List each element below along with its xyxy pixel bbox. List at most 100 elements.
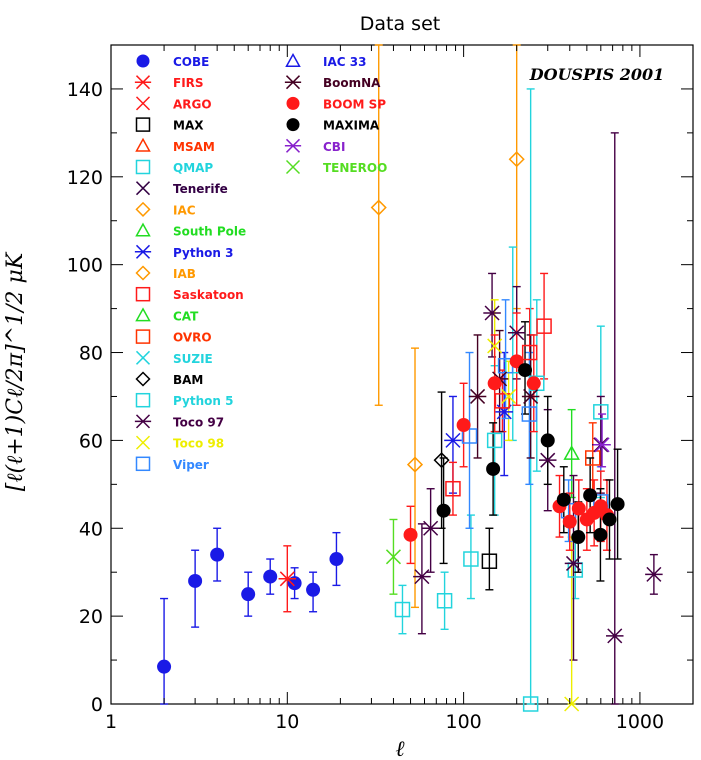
data-point (157, 659, 172, 674)
legend-label: MSAM (173, 140, 215, 154)
y-tick-label: 140 (67, 79, 103, 101)
plot-box (110, 44, 694, 705)
legend-label: COBE (173, 55, 209, 69)
data-point (610, 497, 625, 512)
legend-label: IAC (173, 203, 196, 217)
x-axis-label: ℓ (395, 737, 405, 760)
legend-marker (286, 118, 300, 132)
data-point (593, 437, 611, 453)
legend-marker (135, 265, 151, 281)
x-tick-label: 1000 (616, 711, 664, 733)
data-point (394, 601, 411, 618)
data-point (487, 338, 503, 354)
legend-label: IAC 33 (323, 55, 366, 69)
legend-marker (135, 286, 151, 302)
legend-marker (284, 138, 302, 153)
legend-marker (135, 350, 151, 365)
y-tick-label: 100 (67, 255, 103, 277)
legend-marker (135, 159, 151, 175)
y-tick-label: 80 (79, 343, 103, 365)
annotation-text: DOUSPIS 2001 (529, 65, 665, 84)
data-point (571, 501, 586, 516)
legend-label: CBI (323, 140, 345, 154)
x-tick-label: 1 (105, 711, 117, 733)
legend-marker (135, 201, 151, 217)
legend-marker (135, 307, 151, 322)
data-point (563, 445, 580, 460)
data-point (571, 530, 586, 545)
data-point (403, 527, 418, 542)
x-tick-label: 100 (445, 711, 481, 733)
data-point (501, 388, 517, 404)
data-point (507, 325, 526, 341)
legend-marker (134, 414, 152, 429)
legend-label: ARGO (173, 97, 212, 111)
data-point (583, 488, 598, 503)
data-point (436, 503, 451, 518)
legend-label: South Pole (173, 225, 246, 239)
legend-label: QMAP (173, 161, 213, 175)
legend-label: Python 5 (173, 394, 233, 408)
data-point (483, 305, 501, 321)
legend-label: OVRO (173, 331, 212, 345)
data-point (287, 576, 302, 591)
data-point (263, 569, 278, 584)
legend-label: Saskatoon (173, 288, 244, 302)
data-point (602, 512, 617, 527)
legend-marker (135, 435, 151, 450)
data-point (538, 452, 557, 468)
legend-label: BOOM SP (323, 97, 386, 111)
data-point (436, 593, 453, 609)
legend-label: MAXIMA (323, 119, 380, 133)
y-tick-label: 60 (79, 430, 103, 452)
y-axis-label: [ℓ(ℓ+1)Cℓ/2π]^1/2 μK (3, 251, 28, 491)
data-point (413, 569, 431, 585)
legend-marker (135, 371, 151, 387)
data-point (241, 587, 256, 602)
y-tick-label: 20 (79, 606, 103, 628)
data-point (521, 406, 538, 422)
data-point (606, 628, 624, 644)
y-tick-label: 0 (91, 694, 103, 716)
data-point (521, 344, 538, 361)
legend-label: Toco 98 (173, 437, 224, 451)
legend-marker (135, 456, 151, 472)
data-point (508, 151, 525, 168)
data-point (370, 199, 387, 216)
legend: COBE FIRS ARGO MAX MSAM QMAP Tenerife IAC South … (134, 52, 387, 472)
data-point (456, 418, 471, 433)
data-point (584, 450, 601, 466)
x-tick-label: 10 (275, 711, 299, 733)
legend-marker (135, 329, 151, 344)
legend-marker (135, 117, 151, 132)
data-point (522, 696, 539, 712)
data-point (593, 404, 609, 420)
data-point (445, 480, 461, 497)
data-point (509, 354, 524, 369)
legend-marker (285, 159, 301, 175)
data-point (562, 514, 577, 529)
data-point (487, 376, 502, 391)
legend-label: Toco 97 (173, 415, 224, 429)
data-point (468, 388, 487, 404)
legend-marker (134, 244, 152, 259)
data-point (564, 555, 583, 571)
data-point (444, 432, 462, 448)
data-point (481, 553, 498, 569)
axis-ticks: 1 10 100 1000 0 20 40 60 80 100 120 140 (67, 44, 694, 733)
data-point (526, 376, 541, 391)
data-point (494, 393, 511, 409)
legend-label: Viper (173, 458, 209, 472)
data-points (157, 151, 663, 712)
data-point (210, 547, 225, 562)
data-point (593, 527, 608, 542)
legend-label: SUZIE (173, 352, 213, 366)
data-point (406, 456, 424, 473)
legend-marker (135, 181, 151, 196)
data-point (540, 433, 555, 448)
data-point (461, 428, 478, 444)
data-point (433, 452, 450, 469)
data-point (556, 492, 571, 507)
legend-marker (135, 137, 151, 152)
